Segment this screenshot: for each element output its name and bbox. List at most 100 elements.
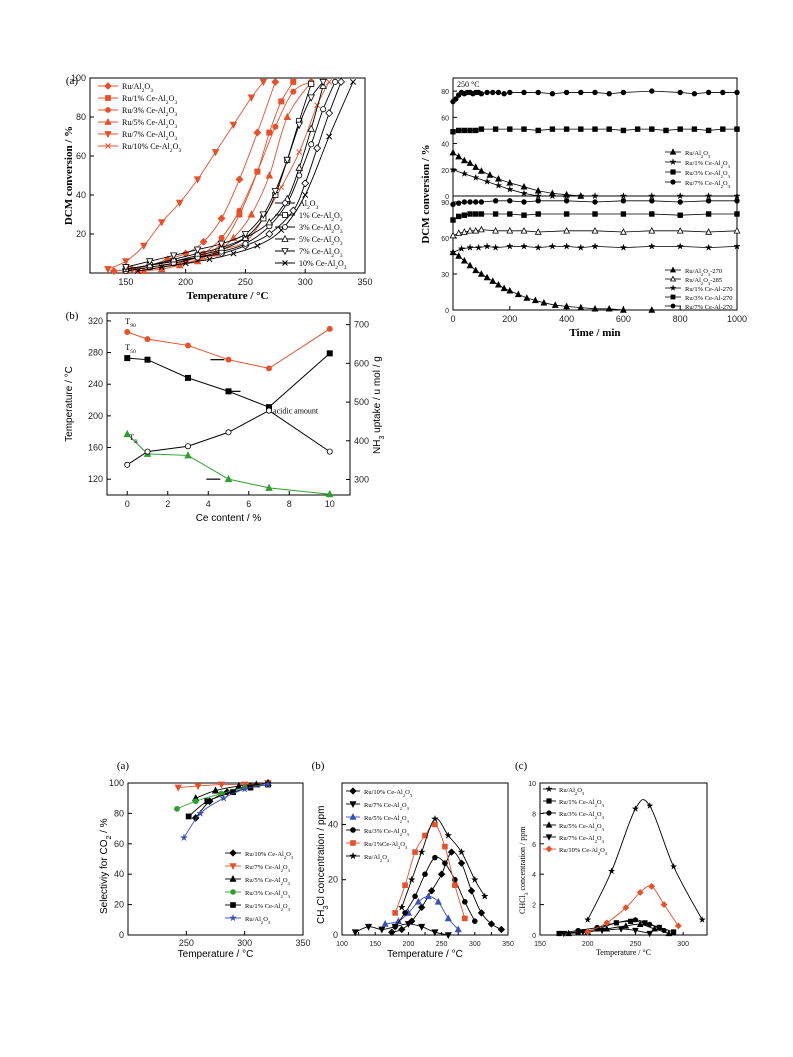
- data-point: [520, 226, 528, 234]
- data-point: [592, 199, 598, 205]
- data-point: [308, 141, 315, 148]
- data-point: [404, 921, 412, 928]
- y-tick-label: 8: [532, 811, 536, 818]
- legend-label: Ru/10% Ce-Al2O3: [364, 789, 413, 798]
- data-point: [265, 230, 274, 238]
- data-point: [521, 199, 527, 205]
- data-point: [501, 91, 507, 97]
- y-tick-label: 280: [88, 348, 103, 358]
- data-point: [236, 207, 243, 214]
- legend-label: Ru/3% Ce-Al2O3: [559, 811, 605, 820]
- data-point: [206, 256, 213, 263]
- data-point: [444, 914, 452, 922]
- data-point: [651, 925, 658, 932]
- data-point: [477, 167, 485, 174]
- data-point: [265, 218, 274, 226]
- data-point: [622, 922, 630, 929]
- data-point: [579, 929, 587, 936]
- data-point: [449, 231, 457, 239]
- data-point: [606, 126, 612, 132]
- data-point: [677, 199, 683, 205]
- data-point: [487, 920, 496, 928]
- annotation-t90: T90: [125, 317, 136, 329]
- legend-label: Ru/3% Ce-Al2O3: [685, 170, 731, 179]
- data-point: [551, 301, 559, 308]
- data-point: [548, 191, 557, 200]
- data-point: [302, 192, 309, 198]
- plot-frame: [539, 782, 708, 936]
- data-point: [417, 847, 426, 856]
- data-point: [326, 325, 333, 332]
- data-point: [194, 783, 202, 791]
- data-point: [122, 264, 130, 272]
- data-point: [492, 198, 499, 204]
- data-point: [619, 306, 627, 313]
- data-point: [193, 176, 202, 184]
- data-point: [549, 126, 556, 132]
- data-point: [450, 217, 456, 223]
- legend-marker: [670, 169, 676, 175]
- x-tick-label: 200: [582, 941, 594, 948]
- data-point: [495, 175, 502, 182]
- y2-tick-label: 700: [354, 320, 369, 330]
- data-point: [471, 173, 480, 181]
- legend-marker: [104, 131, 112, 139]
- panel-label: (b): [312, 760, 325, 772]
- legend-label: Ru/Al2O3-270: [685, 268, 722, 277]
- data-point: [254, 168, 261, 175]
- data-point: [211, 149, 220, 157]
- data-point: [378, 926, 386, 934]
- data-point: [563, 302, 571, 310]
- data-point: [605, 304, 613, 312]
- data-point: [669, 862, 678, 870]
- data-point: [460, 156, 468, 164]
- y-axis-label: CHCl3 concentration / ppm: [518, 826, 530, 914]
- data-point: [412, 893, 418, 900]
- data-point: [442, 860, 448, 866]
- x-tick-label: 8: [287, 499, 292, 509]
- data-point: [520, 189, 528, 197]
- data-point: [534, 191, 543, 200]
- data-point: [636, 889, 644, 896]
- legend-marker: [348, 851, 358, 860]
- data-point: [733, 242, 741, 250]
- x-tick-label: 300: [469, 941, 481, 948]
- legend-marker: [350, 827, 356, 833]
- data-point: [407, 875, 416, 884]
- data-point: [578, 126, 584, 132]
- data-point: [705, 89, 712, 96]
- data-point: [350, 78, 356, 85]
- data-point: [427, 887, 436, 895]
- y-tick-label: 40: [441, 142, 449, 149]
- data-point: [665, 929, 673, 937]
- data-point: [622, 904, 630, 912]
- data-point: [184, 451, 192, 459]
- data-point: [217, 781, 225, 789]
- legend-label: Ru/3% Ce-Al2O3: [245, 890, 291, 899]
- data-point: [474, 243, 483, 251]
- data-point: [494, 181, 503, 189]
- data-point: [144, 336, 151, 343]
- data-point: [272, 123, 279, 130]
- y-tick-label: 6: [532, 842, 536, 849]
- data-point: [218, 234, 225, 241]
- data-point: [414, 897, 422, 905]
- data-point: [563, 211, 570, 217]
- data-point: [466, 159, 474, 166]
- y-axis-label: CH3Cl concentration / ppm: [316, 806, 330, 924]
- data-point: [326, 133, 333, 140]
- x-tick-label: 250: [436, 941, 448, 948]
- legend-marker: [105, 107, 111, 113]
- series-line: [394, 823, 466, 919]
- data-point: [473, 211, 479, 217]
- data-point: [283, 156, 292, 165]
- data-point: [466, 243, 474, 251]
- legend-label: Ru/Al2O3: [559, 787, 585, 796]
- data-point: [534, 243, 543, 251]
- data-point: [185, 374, 192, 381]
- data-point: [265, 171, 274, 179]
- legend-marker: [230, 889, 236, 895]
- data-point: [592, 126, 598, 132]
- data-point: [326, 350, 333, 357]
- data-point: [466, 226, 474, 234]
